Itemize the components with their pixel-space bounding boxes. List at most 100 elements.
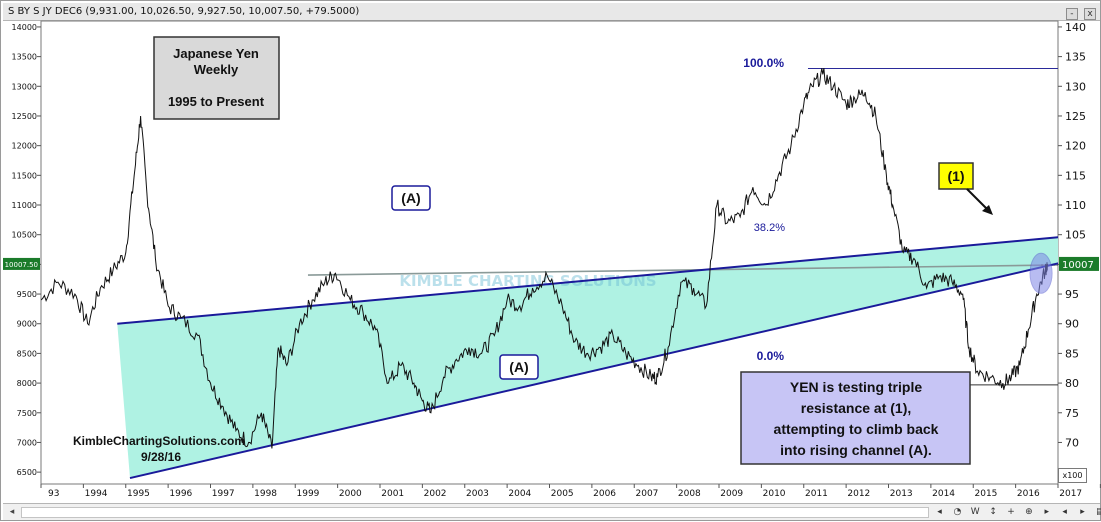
x-tick-label: 2002: [424, 489, 447, 499]
note-line: into rising channel (A).: [780, 442, 932, 458]
left-tick-label: 7000: [17, 438, 37, 447]
right-price-tag: [1059, 256, 1099, 271]
right-tick-label: 70: [1065, 436, 1079, 449]
left-tick-label: 11500: [12, 171, 37, 180]
right-tick-label: 75: [1065, 407, 1079, 420]
note-line: resistance at (1),: [801, 400, 912, 416]
x-tick-label: 2017: [1059, 489, 1082, 499]
right-tick-label: 80: [1065, 377, 1079, 390]
x-tick-label: 1998: [254, 489, 277, 499]
channel-label-top: (A): [401, 190, 420, 206]
note-box: [740, 371, 971, 465]
left-tick-label: 11000: [12, 201, 37, 210]
symbol-quote-line: S BY S JY DEC6 (9,931.00, 10,026.50, 9,9…: [8, 6, 360, 17]
left-price-tag: [3, 257, 40, 270]
panel-icon[interactable]: ▤: [1096, 507, 1101, 517]
play-icon[interactable]: ▸: [1044, 507, 1050, 517]
credit-date: 9/28/16: [141, 450, 181, 464]
weekly-interval-button[interactable]: W: [970, 507, 980, 517]
right-price-tag-label: 10007: [1062, 260, 1094, 271]
chart-toolbar: ◂ ◔ W ↕ + ⊕ ▸ ◂ ▸ ▤: [933, 505, 1101, 519]
right-tick-label: 95: [1065, 288, 1079, 301]
x-tick-label: 1999: [297, 489, 320, 499]
yen-price-series: [41, 68, 1048, 449]
left-tick-label: 12500: [12, 112, 37, 121]
right-tick-label: 115: [1065, 169, 1086, 182]
note-line: attempting to climb back: [774, 421, 939, 437]
left-tick-label: 14000: [12, 23, 37, 32]
right-tick-label: 110: [1065, 199, 1086, 212]
scroll-back-icon[interactable]: ◂: [937, 507, 942, 517]
left-tick-label: 7500: [17, 409, 37, 418]
right-tick-label: 125: [1065, 110, 1086, 123]
window-controls: - x: [1063, 5, 1096, 22]
rising-channel-fill: [117, 237, 1058, 479]
marker-arrow-line: [966, 188, 989, 211]
fib-38-label: 38.2%: [754, 222, 785, 234]
x-tick-label: 2004: [508, 489, 531, 499]
x-tick-label: 2010: [763, 489, 786, 499]
left-price-tag-label: 10007.50: [5, 261, 38, 269]
note-line: YEN is testing triple: [790, 379, 922, 395]
left-tick-label: 8500: [17, 349, 37, 358]
x-tick-label: 2008: [678, 489, 701, 499]
fib-38-line: [307, 264, 1058, 276]
x-tick-label: 2007: [636, 489, 659, 499]
scroll-track[interactable]: [21, 507, 929, 518]
channel-label-bottom: (A): [509, 359, 528, 375]
chart-title-line2: Weekly: [194, 62, 239, 77]
scroll-left-icon[interactable]: ◂: [9, 506, 15, 516]
x-tick-label: 93: [48, 489, 59, 499]
credit-text: KimbleChartingSolutions.com: [73, 434, 245, 448]
x-tick-label: 2009: [720, 489, 743, 499]
right-tick-label: 105: [1065, 229, 1086, 242]
y-scale-multiplier: x100: [1058, 468, 1087, 483]
marker-box: [938, 162, 974, 190]
right-tick-label: 140: [1065, 21, 1086, 34]
x-tick-label: 1994: [85, 489, 108, 499]
x-tick-label: 2000: [339, 489, 362, 499]
right-tick-label: 135: [1065, 51, 1086, 64]
title-box: [153, 36, 280, 120]
channel-label-top-box: [391, 185, 431, 211]
x-tick-label: 1996: [169, 489, 192, 499]
channel-upper-line: [117, 236, 1058, 325]
right-tick-label: 90: [1065, 318, 1079, 331]
time-scrollbar[interactable]: ◂ ◂ ◔ W ↕ + ⊕ ▸ ◂ ▸ ▤: [3, 503, 1101, 520]
left-tick-label: 9000: [17, 320, 37, 329]
left-tick-label: 10500: [12, 231, 37, 240]
left-tick-label: 6500: [17, 468, 37, 477]
marker-label: (1): [947, 168, 964, 184]
x-tick-label: 2005: [551, 489, 574, 499]
scale-icon[interactable]: ↕: [989, 507, 997, 517]
left-tick-label: 12000: [12, 142, 37, 151]
chart-subtitle: 1995 to Present: [168, 94, 265, 109]
x-tick-label: 2001: [381, 489, 404, 499]
right-tick-label: 130: [1065, 80, 1086, 93]
x-tick-label: 1995: [127, 489, 150, 499]
zoom-icon[interactable]: ⊕: [1025, 507, 1033, 517]
close-button[interactable]: x: [1084, 8, 1096, 20]
prev-icon[interactable]: ◂: [1062, 507, 1067, 517]
chart-title-line1: Japanese Yen: [173, 46, 259, 61]
x-tick-label: 2006: [593, 489, 616, 499]
x-tick-label: 2014: [932, 489, 955, 499]
watermark-text: KIMBLE CHARTING SOLUTIONS: [399, 272, 656, 290]
minimize-button[interactable]: -: [1065, 8, 1078, 20]
right-tick-label: 85: [1065, 347, 1079, 360]
crosshair-icon[interactable]: +: [1007, 507, 1015, 517]
channel-lower-line: [129, 262, 1058, 480]
x-tick-label: 2015: [975, 489, 998, 499]
next-icon[interactable]: ▸: [1080, 507, 1085, 517]
right-tick-label: 120: [1065, 140, 1086, 153]
fib-100-label: 100.0%: [743, 56, 784, 70]
x-tick-label: 2003: [466, 489, 489, 499]
refresh-icon[interactable]: ◔: [953, 507, 962, 517]
x-tick-label: 1997: [212, 489, 235, 499]
left-tick-label: 9500: [17, 290, 37, 299]
plot-layer: KIMBLE CHARTING SOLUTIONS: [41, 67, 1058, 480]
x-tick-label: 2011: [805, 489, 828, 499]
channel-label-bottom-box: [499, 354, 539, 380]
